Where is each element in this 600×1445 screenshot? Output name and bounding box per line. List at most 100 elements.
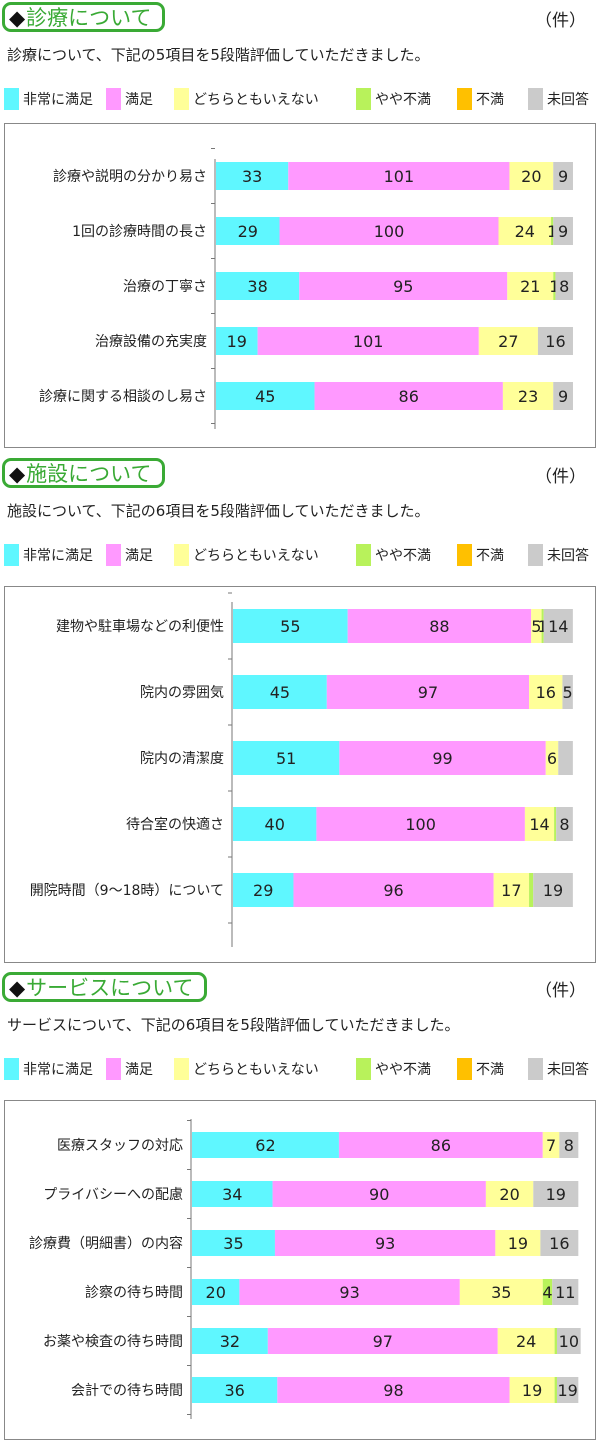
legend: 非常に満足 満足 どちらともいえない やや不満 不満 未回答 <box>4 544 600 566</box>
legend-label: どちらともいえない <box>193 548 319 564</box>
data-label: 101 <box>353 332 384 351</box>
category-label: 会計での待ち時間 <box>71 1383 183 1399</box>
data-label: 55 <box>280 617 300 636</box>
legend-item: どちらともいえない <box>174 88 319 110</box>
section-title-box: ◆施設について <box>2 458 165 488</box>
bar-segment <box>553 217 573 245</box>
bar-segment <box>537 327 573 355</box>
legend-label: 不満 <box>476 548 504 564</box>
bar-segment <box>555 272 573 300</box>
data-label: 9 <box>558 167 568 186</box>
bar-segment <box>274 1230 496 1256</box>
legend-label: どちらともいえない <box>193 1062 319 1078</box>
data-label: 86 <box>431 1136 451 1155</box>
legend-item: やや不満 <box>356 544 431 566</box>
bar-segment <box>299 272 508 300</box>
data-label: 20 <box>499 1185 519 1204</box>
data-label: 14 <box>548 617 568 636</box>
legend-label: 非常に満足 <box>23 92 93 108</box>
legend-label: 未回答 <box>547 92 589 108</box>
legend-swatch <box>457 1058 472 1080</box>
legend-item: 不満 <box>457 88 504 110</box>
chart-box: 医療スタッフの対応 62 86 7 8 プライバシーへの配慮 34 90 20 19 診療費（明細書… <box>4 1100 596 1440</box>
data-label: 36 <box>224 1381 244 1400</box>
legend-swatch <box>528 544 543 566</box>
legend-swatch <box>356 1058 371 1080</box>
legend-label: やや不満 <box>375 548 431 564</box>
data-label: 21 <box>520 277 540 296</box>
section-title: ◆サービスについて <box>9 972 194 1002</box>
legend-swatch <box>174 88 189 110</box>
section-service: ◆サービスについて （件） サービスについて、下記の6項目を5段階評価していただ… <box>0 972 600 1442</box>
bar-segment <box>498 217 552 245</box>
data-label: 8 <box>559 277 569 296</box>
data-label: 8 <box>559 815 569 834</box>
data-label: 40 <box>265 815 285 834</box>
bar-segment <box>562 675 573 709</box>
data-label: 97 <box>418 683 438 702</box>
data-label: 98 <box>383 1381 403 1400</box>
data-label: 9 <box>558 222 568 241</box>
bar-segment <box>497 1328 555 1354</box>
legend-swatch <box>174 544 189 566</box>
data-label: 16 <box>549 1234 569 1253</box>
bar-segment <box>533 1181 579 1207</box>
data-label: 10 <box>559 1332 579 1351</box>
bar-segment <box>272 1181 486 1207</box>
unit-label: （件） <box>535 467 586 487</box>
data-label: 86 <box>399 387 419 406</box>
bar-segment <box>554 807 557 841</box>
bar-segment <box>216 327 258 355</box>
data-label: 95 <box>393 277 413 296</box>
bar-segment <box>493 873 530 907</box>
bar-segment <box>554 1328 557 1354</box>
bar-segment <box>339 741 546 775</box>
data-label: 38 <box>247 277 267 296</box>
legend-swatch <box>528 88 543 110</box>
category-label: 医療スタッフの対応 <box>57 1137 183 1154</box>
bar-segment <box>293 873 494 907</box>
bar-segment <box>541 609 544 643</box>
legend-label: どちらともいえない <box>193 92 319 108</box>
bar-segment <box>233 741 340 775</box>
legend-item: やや不満 <box>356 88 431 110</box>
chart-box: 診療や説明の分かり易さ 33 101 20 9 1回の診療時間の長さ 29 100 24 1 9 治療… <box>4 123 596 448</box>
bar-segment <box>556 807 573 841</box>
legend-swatch <box>356 88 371 110</box>
bar-segment <box>509 1377 555 1403</box>
bar-segment <box>192 1132 339 1158</box>
diamond-icon: ◆ <box>9 6 26 30</box>
bar-segment <box>192 1279 240 1305</box>
bar-segment <box>552 1279 579 1305</box>
data-label: 96 <box>383 881 403 900</box>
bar-segment <box>459 1279 543 1305</box>
bar-segment <box>542 1132 560 1158</box>
data-label: 35 <box>223 1234 243 1253</box>
data-label: 23 <box>518 387 538 406</box>
legend-swatch <box>356 544 371 566</box>
unit-label: （件） <box>535 981 586 1001</box>
bar-segment <box>553 272 556 300</box>
bar-segment <box>485 1181 534 1207</box>
data-label: 100 <box>405 815 436 834</box>
legend-item: 満足 <box>106 88 153 110</box>
category-label: 診療費（明細書）の内容 <box>29 1235 183 1252</box>
legend-item: 非常に満足 <box>4 544 93 566</box>
legend-label: 満足 <box>125 548 153 564</box>
data-label: 101 <box>384 167 415 186</box>
legend-item: 未回答 <box>528 544 589 566</box>
bar-segment <box>533 873 573 907</box>
bar-segment <box>558 741 573 775</box>
legend-swatch <box>106 88 121 110</box>
data-label: 29 <box>238 222 258 241</box>
data-label: 24 <box>515 222 535 241</box>
diamond-icon: ◆ <box>9 976 26 1000</box>
bar-segment <box>347 609 532 643</box>
section-title-box: ◆診療について <box>2 2 165 32</box>
data-label: 35 <box>491 1283 511 1302</box>
legend-swatch <box>106 1058 121 1080</box>
category-label: 診療に関する相談のし易さ <box>39 388 207 405</box>
bar-segment <box>233 609 348 643</box>
section-description: 診療について、下記の5項目を5段階評価していただきました。 <box>7 46 430 64</box>
section-description: 施設について、下記の6項目を5段階評価していただきました。 <box>7 502 430 520</box>
